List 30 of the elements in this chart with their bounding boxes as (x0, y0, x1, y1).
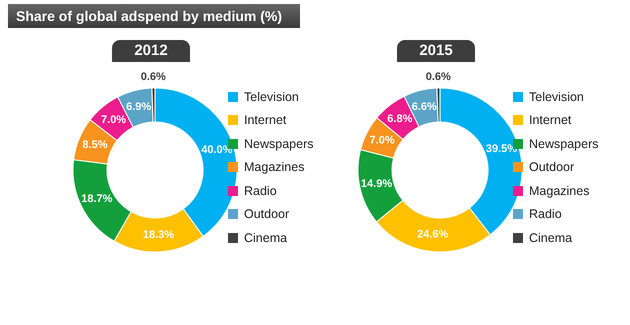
chart-subtitle: 2015 (397, 40, 475, 62)
legend-label: Television (529, 90, 584, 104)
data-label: 7.0% (101, 114, 126, 126)
legend-label: Internet (529, 113, 572, 128)
data-label: 24.6% (417, 228, 448, 241)
legend-label: Cinema (244, 230, 288, 245)
chart-title: Share of global adspend by medium (%) (8, 4, 300, 28)
data-label: 0.6% (140, 71, 166, 84)
data-label: 18.7% (81, 192, 113, 205)
data-label: 6.6% (412, 100, 437, 113)
data-label: 40.0% (201, 144, 233, 156)
data-label: 0.6% (426, 71, 451, 84)
data-label: 8.5% (82, 139, 108, 152)
legend-label: Newspapers (244, 136, 314, 151)
legend-label: Cinema (529, 230, 572, 245)
data-label: 14.9% (360, 178, 392, 190)
data-label: 6.9% (126, 101, 152, 114)
legend-label: Magazines (529, 184, 590, 198)
legend-label: Radio (529, 207, 562, 222)
data-label: 18.3% (142, 228, 174, 241)
legend-label: Outdoor (529, 160, 574, 174)
data-label: 7.0% (370, 134, 395, 146)
legend-label: Television (244, 90, 299, 104)
legend-label: Radio (244, 184, 277, 198)
legend-label: Outdoor (244, 207, 290, 222)
legend-label: Magazines (244, 160, 304, 174)
chart-subtitle: 2012 (112, 40, 190, 62)
legend-label: Newspapers (529, 136, 598, 151)
data-label: 6.8% (387, 112, 413, 125)
legend-label: Internet (244, 113, 286, 128)
